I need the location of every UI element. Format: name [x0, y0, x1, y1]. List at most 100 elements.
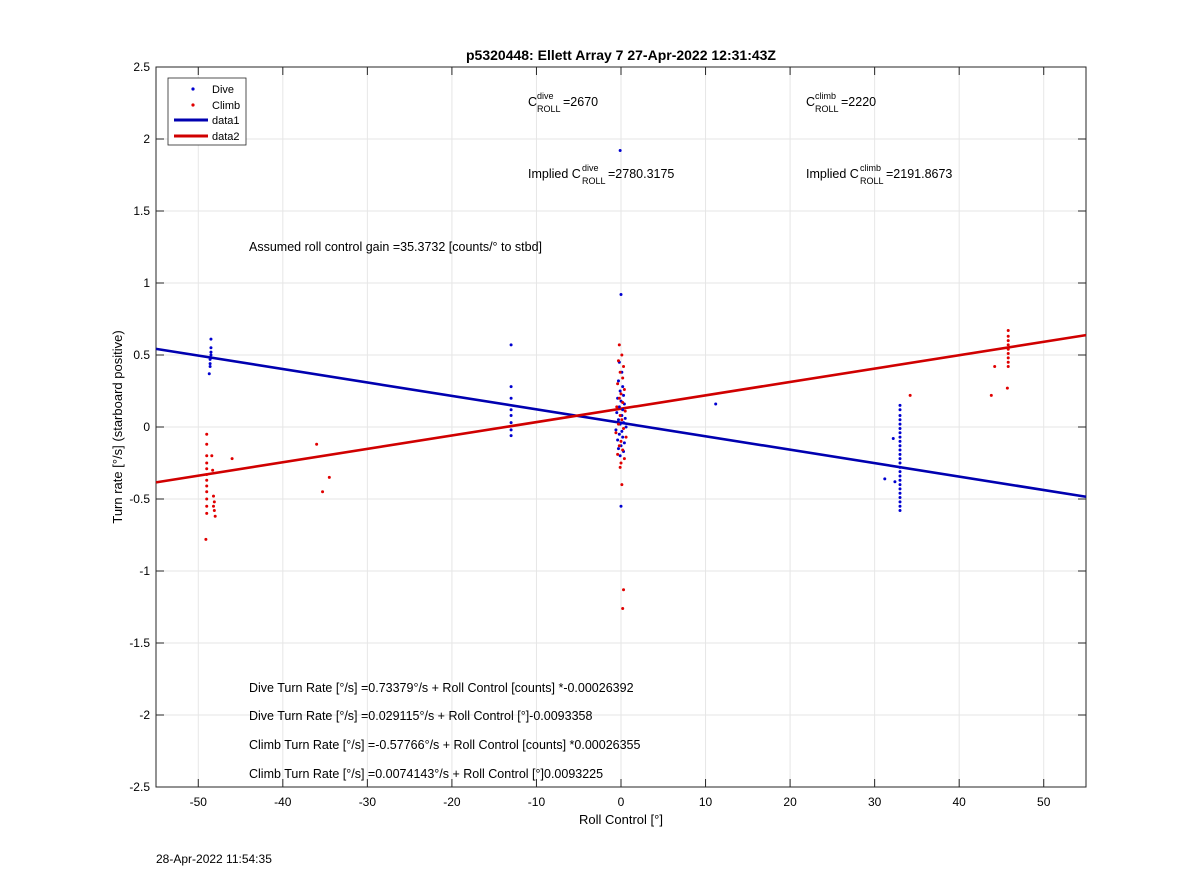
data-point-dive — [624, 425, 628, 429]
y-tick-label: -1.5 — [129, 636, 150, 650]
data-point-climb — [205, 432, 209, 436]
data-point-dive — [898, 435, 902, 439]
data-point-dive — [898, 457, 902, 461]
data-point-climb — [1006, 352, 1010, 356]
data-point-climb — [619, 392, 623, 396]
data-point-climb — [205, 467, 209, 471]
data-point-dive — [898, 474, 902, 478]
c-dive-sup: dive — [537, 91, 554, 101]
data-point-climb — [616, 382, 620, 386]
data-point-dive — [209, 346, 213, 350]
legend-label-data1: data1 — [212, 115, 240, 127]
y-tick-label: 2.5 — [133, 60, 150, 74]
implied-dive-sub: ROLL — [582, 176, 606, 186]
data-point-climb — [617, 396, 621, 400]
data-point-climb — [619, 439, 623, 443]
data-point-climb — [618, 465, 622, 469]
y-tick-label: 0 — [143, 420, 150, 434]
data-point-climb — [230, 457, 234, 461]
data-point-climb — [621, 606, 625, 610]
fit-line-data1 — [155, 347, 1087, 499]
y-tick-label: 1.5 — [133, 204, 150, 218]
data-point-dive — [618, 454, 622, 458]
data-point-dive — [509, 421, 513, 425]
c-climb-value: =2220 — [841, 95, 876, 109]
x-tick-label: -20 — [443, 795, 461, 809]
data-point-dive — [898, 418, 902, 422]
data-point-climb — [1006, 329, 1010, 333]
data-point-climb — [211, 504, 215, 508]
data-point-climb — [205, 484, 209, 488]
data-point-dive — [898, 465, 902, 469]
data-point-climb — [616, 422, 620, 426]
data-point-dive — [898, 439, 902, 443]
fit-line-data2 — [155, 333, 1087, 484]
data-point-dive — [209, 350, 213, 354]
gain-annotation: Assumed roll control gain =35.3732 [coun… — [249, 240, 542, 254]
x-tick-label: 30 — [868, 795, 882, 809]
y-tick-label: 0.5 — [133, 348, 150, 362]
y-axis-label: Turn rate [°/s] (starboard positive) — [110, 330, 125, 523]
x-tick-label: -10 — [528, 795, 546, 809]
chart-title: p5320448: Ellett Array 7 27-Apr-2022 12:… — [466, 47, 776, 63]
data-point-climb — [614, 431, 618, 435]
data-points — [204, 149, 1010, 610]
data-point-dive — [898, 448, 902, 452]
c-dive-annotation: C dive ROLL =2670 — [528, 91, 598, 114]
implied-climb-pre: Implied C — [806, 167, 859, 181]
data-point-dive — [207, 372, 211, 376]
c-dive-pre: C — [528, 95, 537, 109]
data-point-climb — [211, 494, 215, 498]
data-point-climb — [1006, 356, 1010, 360]
data-point-dive — [616, 438, 620, 442]
data-point-dive — [898, 478, 902, 482]
equation-dive-degrees: Dive Turn Rate [°/s] =0.029115°/s + Roll… — [249, 709, 592, 723]
data-point-dive — [621, 435, 625, 439]
data-point-dive — [898, 413, 902, 417]
data-point-climb — [213, 514, 217, 518]
fit-lines — [155, 333, 1087, 499]
data-point-dive — [209, 353, 213, 357]
data-point-climb — [1006, 347, 1010, 351]
data-point-dive — [616, 447, 620, 451]
data-point-dive — [898, 452, 902, 456]
c-climb-sub: ROLL — [815, 104, 839, 114]
data-point-dive — [208, 365, 212, 369]
data-point-climb — [618, 413, 622, 417]
data-point-dive — [618, 149, 622, 153]
data-point-dive — [509, 385, 513, 389]
x-tick-label: -40 — [274, 795, 292, 809]
data-point-climb — [205, 504, 209, 508]
data-point-climb — [622, 588, 626, 592]
data-point-dive — [208, 357, 212, 361]
data-point-climb — [212, 509, 216, 513]
data-point-dive — [622, 441, 626, 445]
print-timestamp: 28-Apr-2022 11:54:35 — [156, 852, 272, 866]
data-point-climb — [622, 457, 626, 461]
data-point-climb — [619, 461, 623, 465]
implied-climb-value: =2191.8673 — [886, 167, 952, 181]
legend: Dive Climb data1 data2 — [167, 77, 247, 146]
data-point-climb — [623, 409, 627, 413]
data-point-dive — [616, 418, 620, 422]
x-axis-label: Roll Control [°] — [579, 812, 663, 827]
y-tick-label: -2 — [139, 708, 150, 722]
data-point-dive — [208, 362, 212, 366]
data-point-dive — [898, 504, 902, 508]
y-tick-label: -1 — [139, 564, 150, 578]
implied-dive-sup: dive — [582, 163, 599, 173]
data-point-climb — [1006, 339, 1010, 343]
legend-marker-dive — [191, 87, 195, 91]
data-point-dive — [883, 477, 887, 481]
x-tick-label: 10 — [699, 795, 713, 809]
x-tick-label: 50 — [1037, 795, 1051, 809]
x-tick-label: -50 — [190, 795, 208, 809]
data-point-climb — [205, 473, 209, 477]
legend-label-climb: Climb — [212, 100, 240, 112]
implied-climb-annotation: Implied C climb ROLL =2191.8673 — [806, 163, 952, 186]
data-point-climb — [205, 497, 209, 501]
data-point-climb — [212, 500, 216, 504]
data-point-dive — [898, 444, 902, 448]
data-point-climb — [617, 444, 621, 448]
